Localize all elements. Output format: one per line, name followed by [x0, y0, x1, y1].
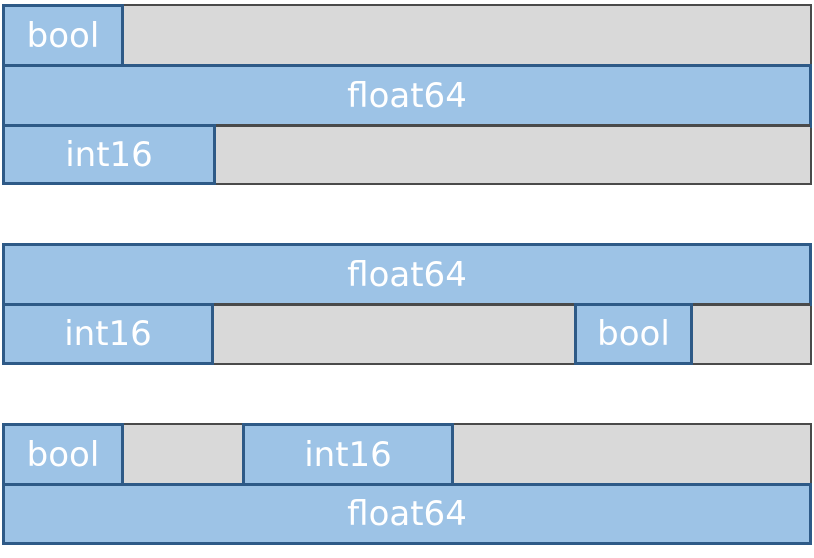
field-label: int16 — [64, 314, 152, 354]
field-bool: bool — [2, 423, 124, 486]
field-float64: float64 — [2, 483, 812, 545]
struct-layout-3: bool int16 float64 — [2, 423, 812, 545]
field-label: float64 — [347, 76, 467, 116]
padding-cell — [124, 425, 244, 483]
field-int16: int16 — [242, 423, 454, 486]
field-bool: bool — [2, 4, 124, 67]
field-label: bool — [26, 15, 100, 56]
field-float64: float64 — [2, 64, 812, 128]
field-label: int16 — [65, 134, 153, 175]
field-label: bool — [597, 314, 670, 354]
field-label: int16 — [304, 434, 392, 475]
row-divider — [4, 303, 810, 306]
padding-cell — [124, 6, 810, 65]
field-label: float64 — [347, 254, 467, 295]
row-divider — [4, 124, 810, 127]
struct-layout-1: bool float64 int16 — [2, 4, 812, 185]
field-bool: bool — [574, 303, 693, 365]
field-int16: int16 — [2, 124, 216, 185]
padding-cell — [693, 306, 810, 363]
field-label: float64 — [347, 494, 467, 534]
field-float64: float64 — [2, 243, 812, 306]
padding-cell — [216, 127, 810, 183]
padding-cell — [214, 306, 576, 363]
padding-cell — [454, 425, 810, 483]
field-int16: int16 — [2, 303, 214, 365]
field-label: bool — [26, 434, 100, 475]
struct-layout-2: float64 int16 bool — [2, 243, 812, 365]
